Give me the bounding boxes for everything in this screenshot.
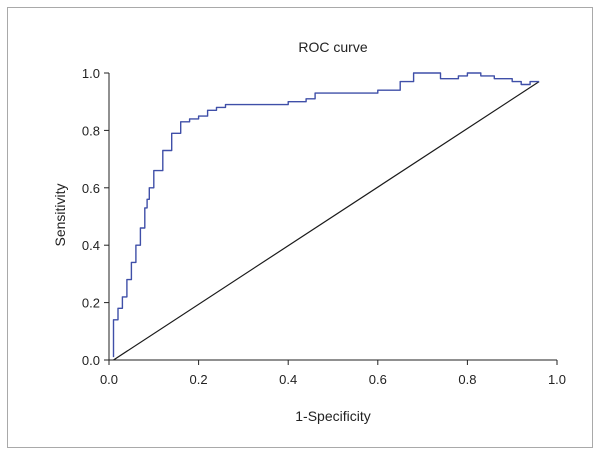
reference-line (114, 82, 540, 360)
y-tick-label: 0.0 (82, 353, 100, 368)
x-axis-label: 1-Specificity (295, 408, 370, 424)
y-axis-label: Sensitivity (52, 183, 68, 246)
x-tick-label: 0.8 (458, 372, 476, 387)
x-tick-label: 0.6 (369, 372, 387, 387)
x-tick-label: 0.0 (100, 372, 118, 387)
y-tick-label: 0.4 (82, 238, 100, 253)
plot-area (114, 73, 540, 360)
x-tick-label: 0.2 (190, 372, 208, 387)
roc-curve-line (114, 73, 540, 357)
axes: 0.0 0.2 0.4 0.6 0.8 1.0 0.0 0.2 0.4 0.6 0.8 1.0 (82, 66, 566, 387)
y-tick-label: 0.6 (82, 181, 100, 196)
x-tick-label: 1.0 (548, 372, 566, 387)
y-tick-label: 0.2 (82, 296, 100, 311)
chart-title: ROC curve (298, 39, 367, 55)
y-tick-label: 1.0 (82, 66, 100, 81)
x-tick-label: 0.4 (279, 372, 297, 387)
y-tick-label: 0.8 (82, 123, 100, 138)
